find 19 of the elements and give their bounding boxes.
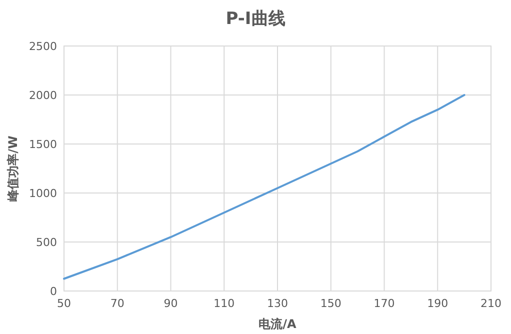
y-tick-label: 2000 <box>29 89 57 102</box>
y-tick-label: 1000 <box>29 187 57 200</box>
x-tick-label: 90 <box>164 297 178 310</box>
y-tick-label: 500 <box>36 236 57 249</box>
line-series <box>63 94 466 280</box>
x-axis-title: 电流/A <box>258 317 298 331</box>
x-tick-label: 130 <box>267 297 288 310</box>
y-tick-label: 1500 <box>29 138 57 151</box>
x-tick-label: 170 <box>374 297 395 310</box>
y-axis-title: 峰值功率/W <box>6 136 20 202</box>
x-tick-label: 110 <box>214 297 235 310</box>
chart-title: P-I曲线 <box>226 9 286 29</box>
y-tick-label: 0 <box>50 285 57 298</box>
x-tick-label: 70 <box>110 297 124 310</box>
x-tick-label: 50 <box>57 297 71 310</box>
x-tick-label: 210 <box>480 297 502 310</box>
y-tick-label: 2500 <box>29 40 57 53</box>
x-tick-label: 190 <box>427 297 448 310</box>
x-tick-label: 150 <box>320 297 342 310</box>
